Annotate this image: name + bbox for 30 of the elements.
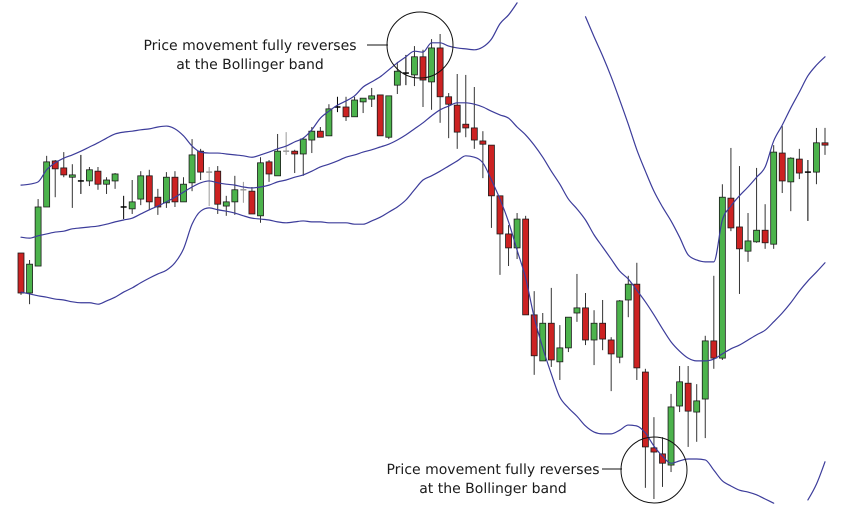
candlestick (222, 195, 230, 216)
candlestick (368, 87, 376, 108)
candlestick (282, 132, 290, 156)
candlestick (624, 275, 632, 318)
candlestick (394, 61, 401, 94)
candlestick (68, 164, 76, 208)
candlestick (240, 181, 248, 204)
candlestick (205, 166, 213, 207)
candlestick (231, 175, 238, 216)
candlestick (796, 148, 803, 180)
candlestick (128, 180, 136, 214)
candlestick (804, 160, 812, 222)
candlestick (77, 154, 85, 194)
candlestick (60, 152, 68, 178)
candlestick (445, 92, 452, 139)
annotation: Price movement fully reverses at the Bollinger band (143, 38, 357, 73)
candlestick (470, 86, 478, 150)
candlestick (300, 138, 307, 176)
annotation: Price movement fully reverses at the Bollinger band (386, 462, 600, 497)
candlestick (693, 384, 700, 442)
candlestick (710, 275, 718, 370)
candlestick (650, 416, 658, 500)
candlestick (787, 156, 794, 212)
candlestick (137, 170, 144, 206)
candlestick (479, 130, 486, 179)
candlestick (556, 324, 564, 380)
candlestick (608, 336, 615, 392)
candlestick (120, 195, 128, 220)
candlestick (462, 74, 470, 138)
candlestick (291, 149, 298, 174)
